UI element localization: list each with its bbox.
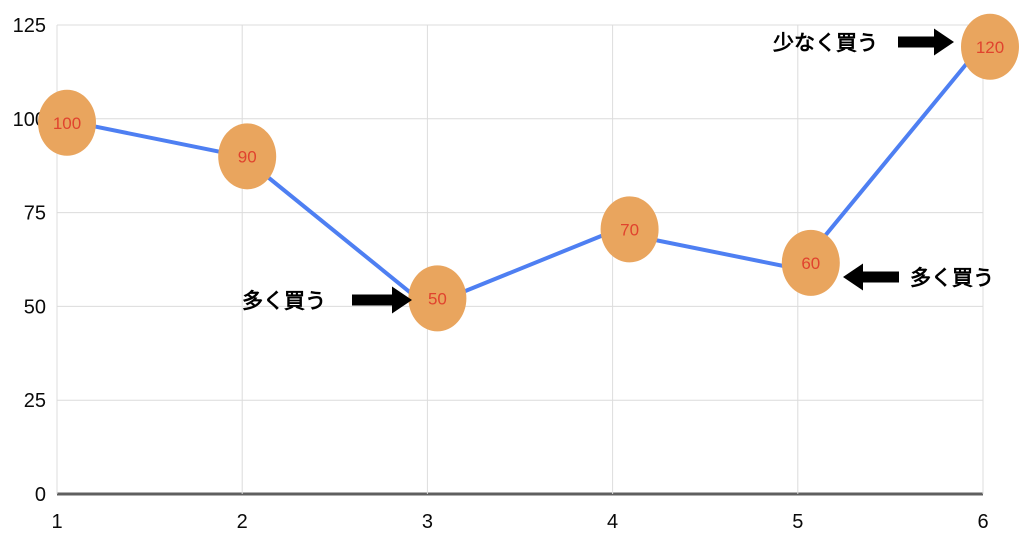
y-tick-label: 0 [35, 484, 46, 506]
y-tick-label: 75 [24, 203, 46, 225]
data-point-value-label: 100 [53, 114, 81, 133]
x-tick-label: 5 [792, 511, 803, 533]
annotation-label: 多く買う [910, 266, 994, 290]
data-point-marker [600, 196, 659, 263]
arrow-right-icon [898, 28, 954, 56]
data-point-value-label: 60 [801, 254, 820, 273]
arrow-left-icon [843, 263, 899, 291]
data-point-marker [38, 89, 96, 156]
y-tick-label: 50 [24, 296, 46, 318]
data-point-marker [218, 123, 277, 190]
x-tick-label: 2 [237, 511, 248, 533]
data-point-value-label: 70 [620, 220, 639, 239]
data-point-value-label: 120 [976, 38, 1004, 57]
annotation-label: 少なく買う [772, 32, 878, 55]
data-point-marker [408, 265, 467, 332]
annotation-label: 多く買う [242, 289, 326, 313]
x-tick-label: 6 [977, 511, 988, 533]
data-point-marker [781, 229, 840, 296]
data-point-value-label: 90 [238, 147, 257, 166]
x-tick-label: 1 [51, 511, 62, 533]
series-line [55, 41, 985, 309]
y-tick-label: 25 [24, 390, 46, 412]
y-tick-label: 125 [13, 15, 46, 37]
x-tick-label: 4 [607, 511, 618, 533]
arrow-right-icon [352, 286, 412, 314]
x-tick-label: 3 [422, 511, 433, 533]
data-point-marker [961, 13, 1019, 80]
data-point-value-label: 50 [428, 289, 447, 308]
y-tick-label: 100 [13, 109, 46, 131]
